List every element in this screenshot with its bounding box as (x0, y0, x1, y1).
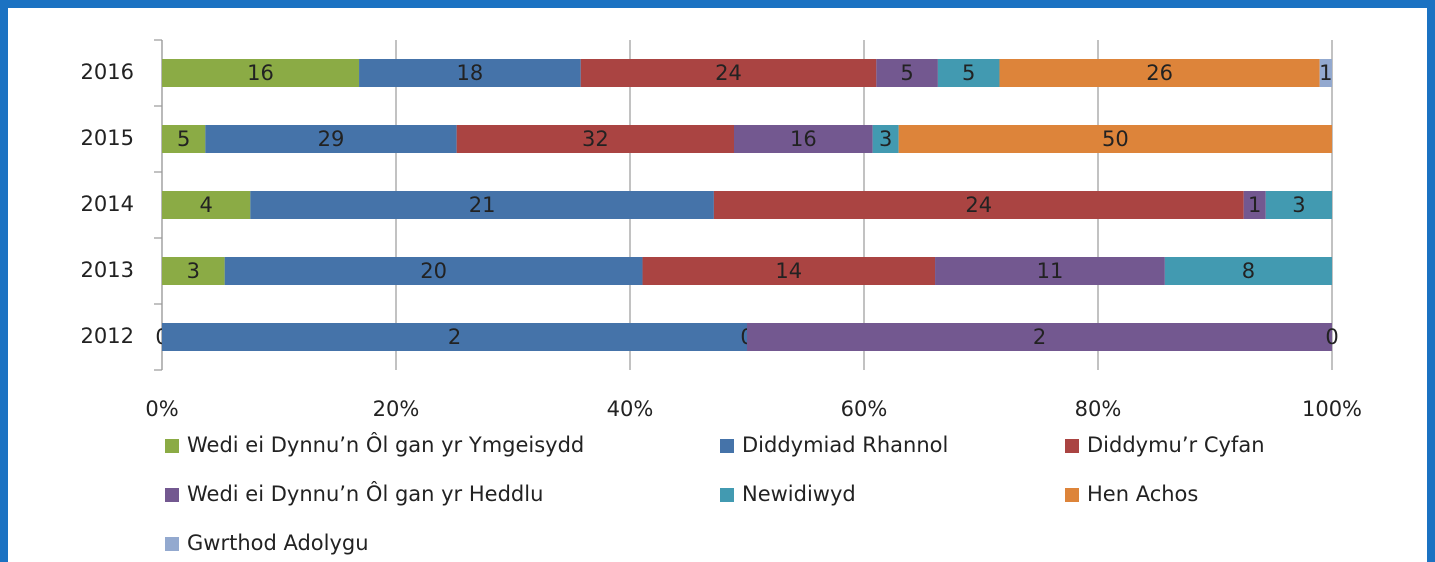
bar-segment (224, 257, 643, 285)
y-tick-label: 2016 (81, 60, 134, 84)
data-label: 24 (715, 61, 742, 85)
bar-segment (162, 59, 360, 87)
data-label: 1 (1248, 193, 1261, 217)
x-tick-label: 80% (1075, 397, 1122, 421)
data-label: 5 (177, 127, 190, 151)
legend-label: Newidiwyd (742, 482, 856, 506)
bar-segment (999, 59, 1320, 87)
data-label: 14 (775, 259, 802, 283)
legend-label: Diddymiad Rhannol (742, 433, 948, 457)
data-label: 21 (469, 193, 496, 217)
legend-label: Wedi ei Dynnu’n Ôl gan yr Ymgeisydd (187, 432, 584, 457)
legend-swatch (165, 488, 179, 502)
data-label: 18 (457, 61, 484, 85)
x-tick-label: 40% (607, 397, 654, 421)
bar-segment (734, 125, 873, 153)
bar-segment (162, 125, 206, 153)
data-label: 50 (1102, 127, 1129, 151)
data-label: 3 (187, 259, 200, 283)
legend-swatch (720, 488, 734, 502)
bar-segment (359, 59, 581, 87)
bar-segment (1243, 191, 1266, 219)
legend-label: Gwrthod Adolygu (187, 531, 369, 555)
bar-segment (713, 191, 1244, 219)
data-label: 0 (1325, 325, 1338, 349)
bar-segment (935, 257, 1165, 285)
y-tick-label: 2012 (81, 324, 134, 348)
bar-segment (162, 323, 747, 351)
data-label: 5 (900, 61, 913, 85)
legend-swatch (1065, 439, 1079, 453)
data-label: 32 (582, 127, 609, 151)
bar-segment (1319, 59, 1332, 87)
bar-segment (747, 323, 1332, 351)
data-label: 11 (1037, 259, 1064, 283)
data-label: 5 (962, 61, 975, 85)
data-label: 8 (1242, 259, 1255, 283)
data-label: 2 (448, 325, 461, 349)
bar-segment (642, 257, 936, 285)
x-tick-label: 20% (373, 397, 420, 421)
y-tick-label: 2015 (81, 126, 134, 150)
x-tick-label: 60% (841, 397, 888, 421)
bar-segment (250, 191, 714, 219)
legend-swatch (1065, 488, 1079, 502)
data-label: 16 (247, 61, 274, 85)
bar-segment (205, 125, 457, 153)
y-tick-label: 2014 (81, 192, 134, 216)
bar-segment (580, 59, 877, 87)
bar-segment (1164, 257, 1332, 285)
y-tick-label: 2013 (81, 258, 134, 282)
data-label: 24 (965, 193, 992, 217)
bar-segment (456, 125, 734, 153)
bar-segment (876, 59, 938, 87)
data-label: 3 (1292, 193, 1305, 217)
legend-swatch (165, 537, 179, 551)
legend-label: Diddymu’r Cyfan (1087, 433, 1265, 457)
data-label: 3 (879, 127, 892, 151)
bar-segment (898, 125, 1332, 153)
bar-segment (872, 125, 899, 153)
data-label: 29 (318, 127, 345, 151)
legend-label: Hen Achos (1087, 482, 1198, 506)
data-label: 4 (199, 193, 212, 217)
bar-segment (937, 59, 1000, 87)
bar-segment (162, 191, 251, 219)
bar-segment (1265, 191, 1332, 219)
data-label: 26 (1146, 61, 1173, 85)
legend-swatch (720, 439, 734, 453)
x-tick-label: 100% (1302, 397, 1362, 421)
x-tick-label: 0% (145, 397, 178, 421)
data-label: 2 (1033, 325, 1046, 349)
bar-segment (162, 257, 225, 285)
legend-label: Wedi ei Dynnu’n Ôl gan yr Heddlu (187, 481, 543, 506)
data-label: 1 (1319, 61, 1332, 85)
legend-swatch (165, 439, 179, 453)
data-label: 16 (790, 127, 817, 151)
data-label: 20 (420, 259, 447, 283)
